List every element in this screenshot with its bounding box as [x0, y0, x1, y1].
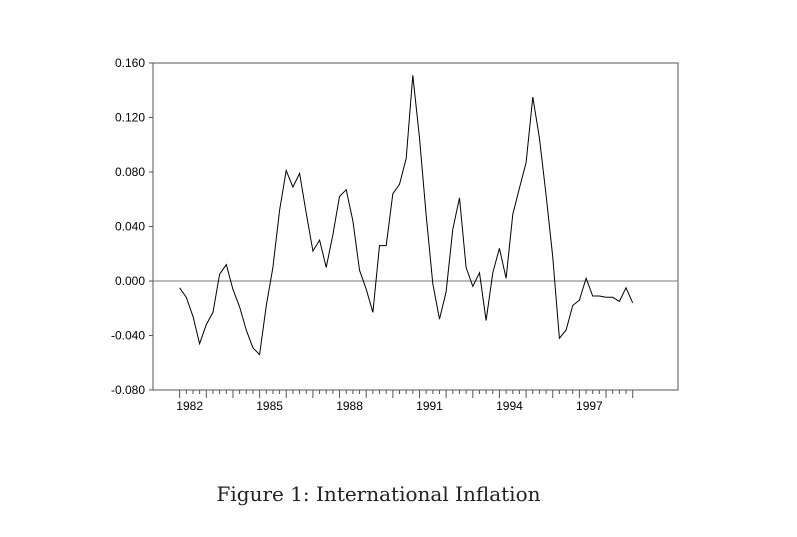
- y-tick-label: -0.040: [111, 329, 145, 343]
- x-tick-label: 1982: [176, 399, 203, 413]
- x-tick-label: 1997: [576, 399, 603, 413]
- x-tick-label: 1991: [416, 399, 443, 413]
- y-tick-label: -0.080: [111, 383, 145, 397]
- y-tick-label: 0.000: [115, 274, 145, 288]
- y-axis: -0.080 -0.040 0.000 0.040 0.080 0.120 0.160: [111, 56, 153, 397]
- x-axis: 1982 1985 1988 1991 1994 1997: [176, 390, 634, 413]
- y-tick-label: 0.080: [115, 165, 145, 179]
- plot-frame: [152, 62, 679, 391]
- y-tick-label: 0.040: [115, 220, 145, 234]
- x-tick-label: 1994: [496, 399, 523, 413]
- figure-caption: Figure 1: International Inflation: [216, 482, 541, 506]
- series-line-international-inflation: [179, 75, 634, 356]
- y-tick-label: 0.160: [115, 56, 145, 70]
- x-tick-label: 1988: [336, 399, 363, 413]
- y-tick-label: 0.120: [115, 111, 145, 125]
- x-tick-label: 1985: [256, 399, 283, 413]
